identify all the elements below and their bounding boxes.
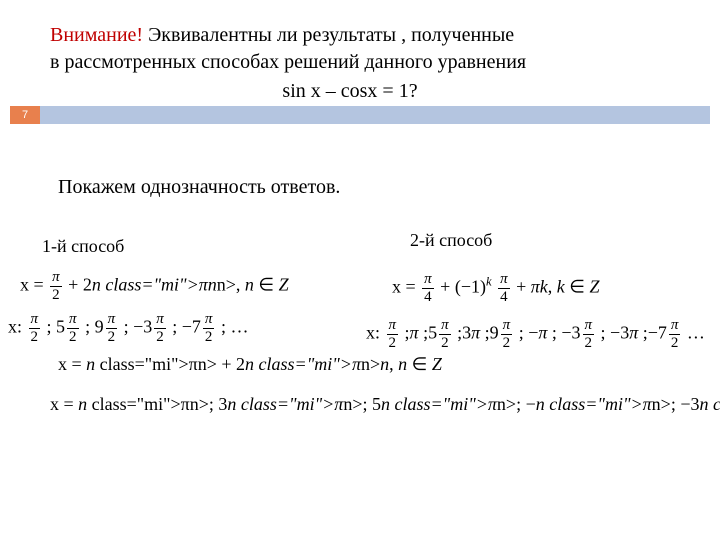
title-line1-rest: Эквивалентны ли результаты , полученные	[143, 24, 514, 46]
method2-label: 2-й способ	[410, 230, 492, 251]
method1-label: 1-й способ	[42, 236, 124, 257]
attention-word: Внимание!	[50, 24, 143, 46]
method1-formula-2: x = n class="mi">πn> + 2n class="mi">πn>…	[58, 354, 442, 375]
method2-formula-1: x = π4 + (−1)k π4 + πk, k ∈ Z	[392, 272, 599, 305]
page-number-badge: 7	[10, 106, 40, 124]
subtitle: Покажем однозначность ответов.	[58, 176, 340, 199]
method2-enum-1: x: π2 ;π ;5π2 ;3π ;9π2 ; −π ; −3π2 ; −3π…	[366, 318, 705, 351]
title-equation: sin x – cosx = 1?	[50, 78, 650, 105]
title-line2: в рассмотренных способах решений данного…	[50, 51, 526, 73]
method1-formula-1: x = π2 + 2n class="mi">πnn>, n ∈ Z	[20, 270, 289, 303]
method1-enum-1: x: π2 ; 5π2 ; 9π2 ; −3π2 ; −7π2 ; …	[8, 312, 248, 345]
header-bar	[10, 106, 710, 124]
method1-enum-2: x = n class="mi">πn>; 3n class="mi">πn>;…	[50, 394, 720, 415]
slide-title: Внимание! Эквивалентны ли результаты , п…	[50, 22, 650, 105]
